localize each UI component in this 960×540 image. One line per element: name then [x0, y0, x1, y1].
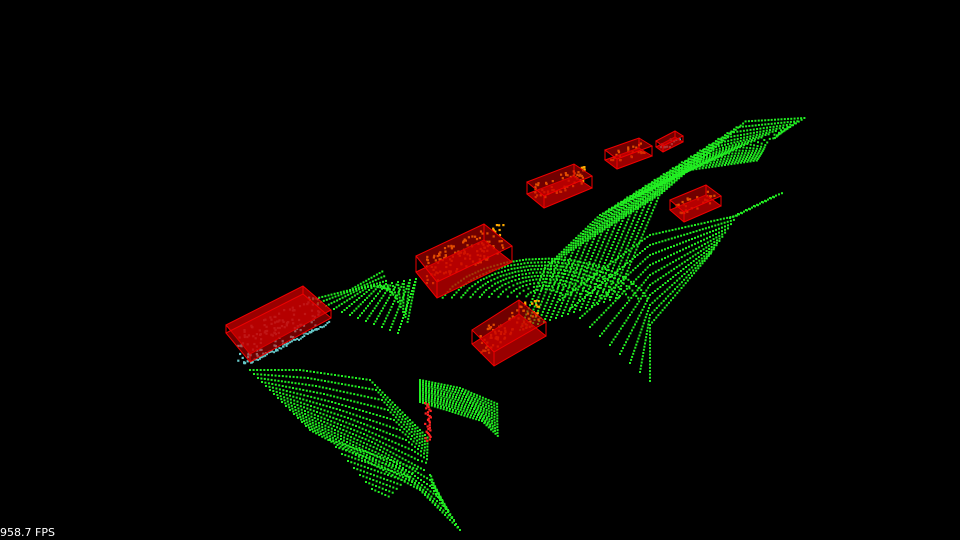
bounding-box [225, 285, 332, 363]
bounding-box [655, 130, 685, 153]
bounding-box [471, 299, 547, 367]
ground-points [249, 117, 806, 531]
bounding-box [526, 163, 594, 209]
bounding-boxes [225, 130, 722, 367]
bounding-box [669, 184, 722, 223]
pole-marker [424, 402, 432, 442]
bounding-box [603, 137, 654, 170]
fps-counter: 958.7 FPS [0, 526, 55, 539]
bounding-box [415, 223, 513, 299]
